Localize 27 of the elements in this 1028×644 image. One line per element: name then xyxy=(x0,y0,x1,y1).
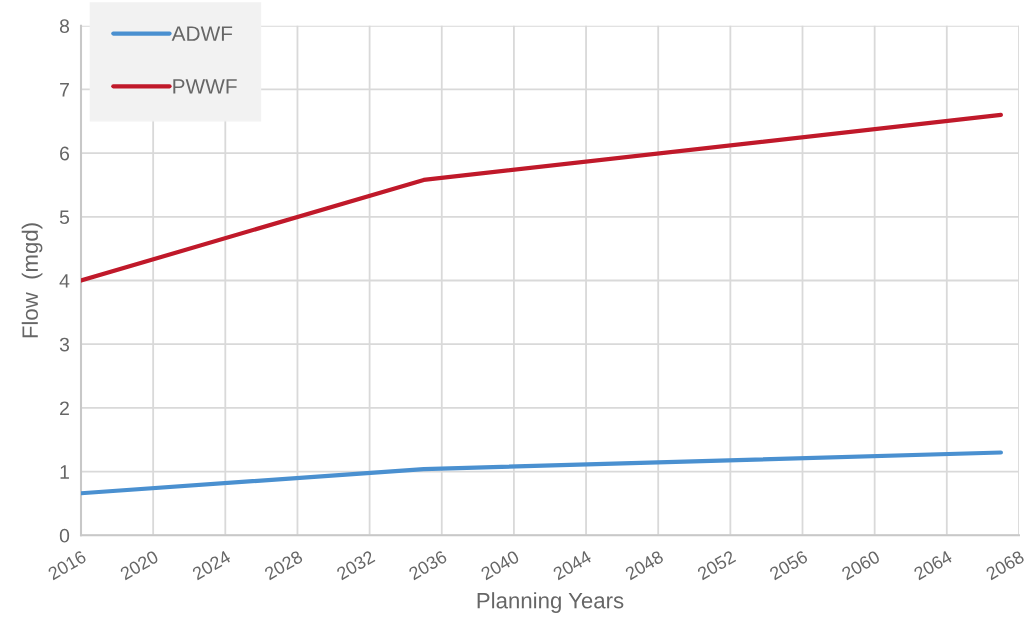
x-tick-label: 2044 xyxy=(552,549,593,581)
legend-label: ADWF xyxy=(171,26,233,41)
x-tick-label: 2028 xyxy=(263,549,304,581)
legend-label: PWWF xyxy=(173,79,237,94)
x-axis-title: Planning Years xyxy=(477,592,624,613)
x-tick-label: 2064 xyxy=(913,549,953,581)
x-tick-label: 2052 xyxy=(696,550,737,581)
x-tick-label: 2068 xyxy=(985,549,1025,581)
y-tick-label: 1 xyxy=(60,465,69,479)
y-tick-label: 7 xyxy=(60,83,69,97)
x-tick-label: 2032 xyxy=(335,550,376,581)
x-tick-label: 2020 xyxy=(119,549,160,581)
y-axis-title: Flow (mgd) xyxy=(21,223,43,338)
x-tick-label: 2056 xyxy=(768,549,809,581)
y-tick-label: 4 xyxy=(59,274,70,288)
x-tick-label: 2016 xyxy=(47,549,87,581)
y-tick-label: 5 xyxy=(59,210,70,225)
x-tick-label: 2036 xyxy=(408,549,448,581)
y-tick-label: 8 xyxy=(59,19,70,33)
y-tick-label: 3 xyxy=(59,337,70,352)
y-tick-label: 0 xyxy=(59,528,70,543)
x-tick-label: 2040 xyxy=(480,549,520,581)
x-tick-label: 2060 xyxy=(840,549,881,581)
y-tick-label: 6 xyxy=(60,146,70,161)
x-tick-label: 2048 xyxy=(624,549,665,581)
x-tick-label: 2024 xyxy=(191,549,232,581)
y-tick-label: 2 xyxy=(60,401,69,415)
